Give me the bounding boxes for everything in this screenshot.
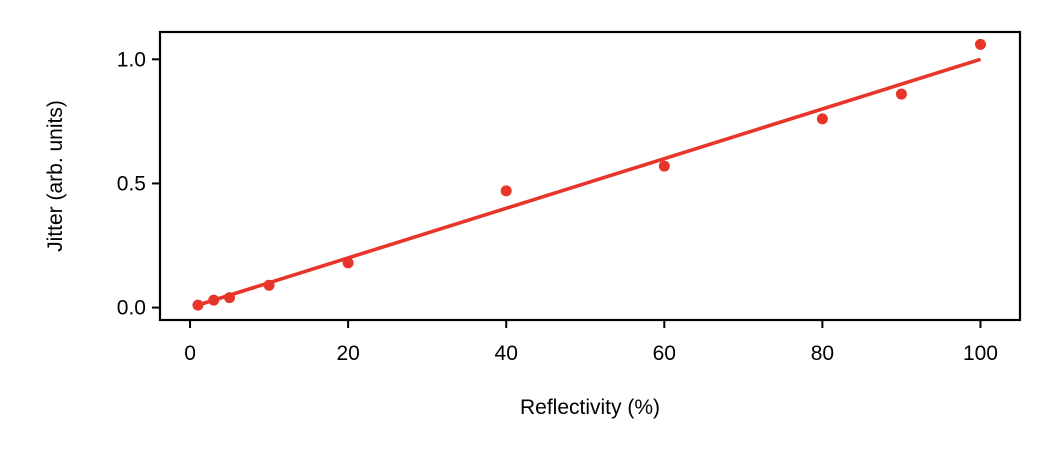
data-point: [342, 257, 354, 269]
y-tick-label: 1.0: [117, 48, 146, 71]
x-tick-label: 40: [495, 342, 518, 365]
x-axis: 0 20 40 60 80 100: [184, 320, 998, 365]
y-axis-title: Jitter (arb. units): [44, 100, 67, 252]
y-tick-label: 0.0: [117, 297, 146, 320]
plot-frame: [158, 30, 1022, 322]
data-point: [974, 38, 986, 50]
data-point: [192, 299, 204, 311]
data-point: [895, 88, 907, 100]
data-point: [816, 113, 828, 125]
data-point: [224, 292, 236, 304]
x-tick-label: 20: [336, 342, 359, 365]
fit-line: [197, 57, 982, 307]
data-point: [208, 294, 220, 306]
x-axis-title: Reflectivity (%): [520, 396, 660, 419]
x-tick-label: 0: [184, 342, 196, 365]
data-point: [263, 279, 275, 291]
x-tick-label: 80: [811, 342, 834, 365]
x-tick-label: 100: [963, 342, 998, 365]
data-point: [500, 185, 512, 197]
x-tick-label: 60: [653, 342, 676, 365]
plot-marks: [192, 38, 986, 311]
data-point: [658, 160, 670, 172]
y-axis: 0.0 0.5 1.0: [117, 48, 160, 320]
y-tick-label: 0.5: [117, 172, 146, 195]
